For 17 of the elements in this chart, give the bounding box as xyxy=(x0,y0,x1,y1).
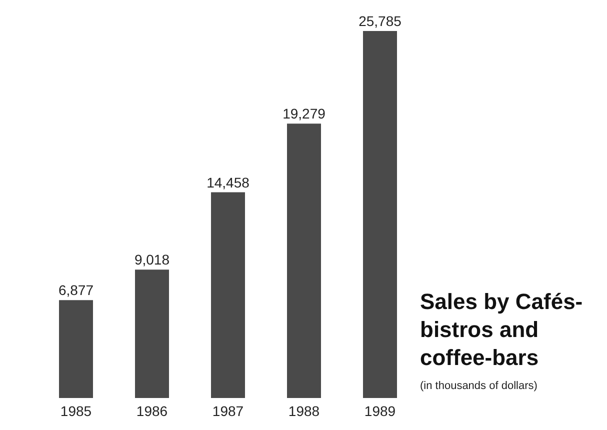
data-label: 14,458 xyxy=(206,174,250,190)
text: (in thousands of dollars) xyxy=(420,380,538,392)
bar xyxy=(211,192,245,398)
x-tick-label: 1986 xyxy=(136,402,168,419)
x-tick-label: 1988 xyxy=(288,402,320,419)
bar xyxy=(363,31,397,398)
data-label: 9,018 xyxy=(134,252,170,268)
text: Sales by Cafés-bistros and coffee-bars xyxy=(420,288,584,372)
bar xyxy=(135,270,169,398)
x-tick-label: 1987 xyxy=(212,402,244,419)
bar xyxy=(59,300,93,398)
data-label: 6,877 xyxy=(58,282,94,298)
bar xyxy=(287,124,321,398)
data-label: 25,785 xyxy=(358,13,402,30)
x-tick-label: 1985 xyxy=(60,402,92,419)
data-label: 19,279 xyxy=(282,106,326,122)
x-tick-label: 1989 xyxy=(364,402,396,419)
